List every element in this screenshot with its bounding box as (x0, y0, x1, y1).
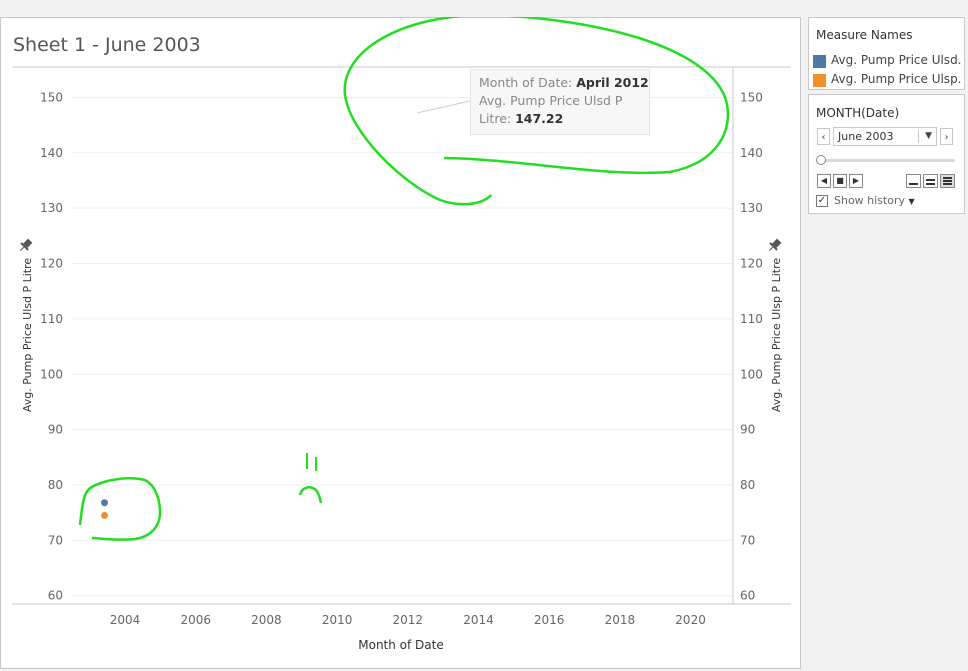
y-tick-label: 140 (40, 146, 63, 160)
y-tick-label: 150 (40, 90, 63, 104)
speed-medium-icon[interactable] (923, 174, 938, 188)
y-tick-label: 120 (40, 257, 63, 271)
stop-icon[interactable]: ■ (833, 174, 847, 188)
x-tick-label: 2004 (110, 613, 141, 627)
x-tick-label: 2016 (534, 613, 565, 627)
legend-panel: Measure Names Avg. Pump Price Ulsd.. Avg… (808, 17, 965, 90)
play-backward-icon[interactable]: ◀ (817, 174, 831, 188)
tooltip-value: April 2012 (576, 75, 649, 90)
tooltip-pointer (416, 100, 471, 114)
data-point[interactable] (101, 499, 109, 507)
sheet-title: Sheet 1 - June 2003 (13, 34, 201, 56)
y-tick-label: 90 (48, 423, 63, 437)
x-tick-label: 2012 (393, 613, 424, 627)
y-tick-label: 150 (740, 90, 763, 104)
tooltip-label: Litre: (479, 111, 512, 126)
worksheet: Sheet 1 - June 2003 (0, 17, 801, 669)
y-axis-right-title: Avg. Pump Price Ulsp P Litre (770, 258, 783, 413)
play-forward-icon[interactable]: ▶ (849, 174, 863, 188)
legend-title: Measure Names (816, 28, 913, 42)
chevron-right-icon[interactable]: › (940, 128, 953, 145)
y-tick-label: 70 (48, 533, 63, 547)
legend-swatch (813, 55, 826, 68)
y-tick-label: 110 (40, 312, 63, 326)
y-tick-label: 60 (740, 589, 755, 603)
y-tick-label: 140 (740, 146, 763, 160)
speed-fast-icon[interactable] (940, 174, 955, 188)
annotation-scribble-small (78, 477, 162, 541)
annotation-scribble-tick (306, 453, 317, 471)
y-tick-label: 130 (40, 201, 63, 215)
y-tick-label: 90 (740, 423, 755, 437)
legend-item[interactable]: Avg. Pump Price Ulsd.. (813, 53, 961, 69)
show-history-text: Show history (834, 194, 906, 207)
pin-icon[interactable] (766, 237, 783, 254)
data-point[interactable] (101, 511, 109, 519)
pin-icon[interactable] (17, 237, 34, 254)
annotation-scribble-arc (298, 486, 323, 504)
page-slider-thumb[interactable] (816, 155, 826, 165)
data-points[interactable] (101, 499, 109, 519)
x-axis-ticks: 2004 2006 2008 2010 2012 2014 2016 2018 2020 (110, 613, 706, 627)
dropdown-divider (918, 130, 919, 143)
y-tick-label: 110 (740, 312, 763, 326)
legend-item[interactable]: Avg. Pump Price Ulsp.. (813, 72, 961, 88)
tooltip-label: Avg. Pump Price Ulsd P (479, 93, 623, 108)
chevron-left-icon[interactable]: ‹ (817, 128, 830, 145)
x-tick-label: 2006 (180, 613, 211, 627)
month-dropdown[interactable]: June 2003 ▼ (833, 127, 937, 146)
tooltip-value: 147.22 (515, 111, 564, 126)
dropdown-value: June 2003 (838, 130, 894, 143)
show-history-checkbox[interactable]: ✓ (816, 195, 828, 207)
legend-label: Avg. Pump Price Ulsp.. (831, 72, 961, 86)
y-tick-label: 120 (740, 257, 763, 271)
y-axis-right-ticks: 60 70 80 90 100 110 120 130 140 150 (740, 90, 763, 602)
pages-title: MONTH(Date) (816, 106, 900, 120)
gridlines (72, 96, 733, 597)
x-axis-title: Month of Date (358, 638, 444, 652)
y-tick-label: 130 (740, 201, 763, 215)
tooltip: Month of Date: April 2012 Avg. Pump Pric… (470, 69, 650, 135)
tooltip-label: Month of Date: (479, 75, 573, 90)
chevron-down-icon: ▼ (925, 131, 932, 141)
show-history-label[interactable]: Show history ▼ (834, 194, 915, 207)
y-tick-label: 100 (740, 367, 763, 381)
legend-swatch (813, 74, 826, 87)
y-tick-label: 80 (48, 478, 63, 492)
scatter-chart[interactable]: 60 70 80 90 100 110 120 130 140 150 60 70 80 90 100 11… (0, 17, 801, 669)
y-axis-left-title: Avg. Pump Price Ulsd P Litre (21, 258, 34, 413)
y-tick-label: 70 (740, 533, 755, 547)
x-tick-label: 2010 (322, 613, 353, 627)
y-tick-label: 100 (40, 367, 63, 381)
y-tick-label: 60 (48, 589, 63, 603)
annotation-scribble-large (343, 17, 730, 206)
page-slider-track[interactable] (819, 159, 955, 162)
x-tick-label: 2020 (675, 613, 706, 627)
pages-card: MONTH(Date) ‹ June 2003 ▼ › ◀ ■ ▶ ✓ Show… (808, 94, 965, 214)
x-tick-label: 2018 (605, 613, 636, 627)
y-tick-label: 80 (740, 478, 755, 492)
legend-label: Avg. Pump Price Ulsd.. (831, 53, 961, 67)
x-tick-label: 2014 (463, 613, 494, 627)
speed-slow-icon[interactable] (906, 174, 921, 188)
y-axis-left-ticks: 60 70 80 90 100 110 120 130 140 150 (40, 90, 63, 602)
x-tick-label: 2008 (251, 613, 282, 627)
chevron-down-icon: ▼ (908, 197, 915, 206)
